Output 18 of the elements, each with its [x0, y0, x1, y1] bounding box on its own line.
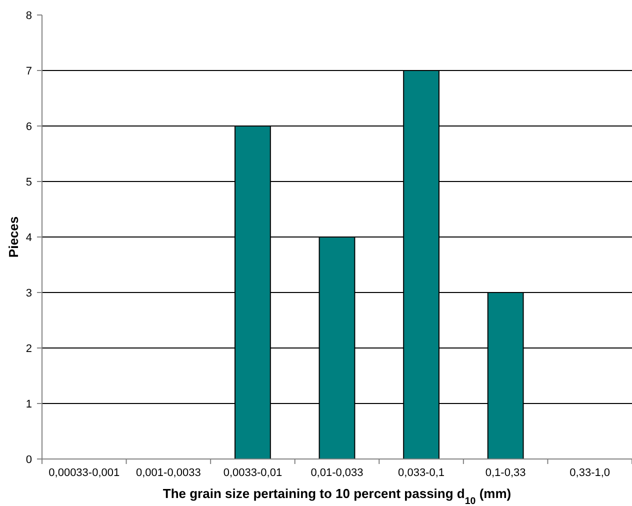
y-tick-label: 3	[26, 287, 32, 300]
x-axis-title: The grain size pertaining to 10 percent passing d$_{10}$ (mm)	[162, 486, 512, 506]
y-tick-label: 4	[26, 232, 32, 244]
y-tick-label: 8	[26, 10, 32, 22]
y-tick-label: 5	[26, 176, 32, 188]
x-tick-label: 0,1-0,33	[485, 467, 526, 479]
y-tick-label: 7	[26, 65, 32, 78]
y-axis-title: Pieces	[6, 216, 21, 258]
y-tick-label: 1	[26, 398, 32, 410]
x-tick-label: 0,001-0,0033	[136, 467, 201, 479]
x-tick-label: 0,0033-0,01	[223, 467, 282, 479]
x-tick-label: 0,33-1,0	[570, 467, 610, 479]
y-tick-label: 6	[26, 120, 32, 133]
x-tick-label: 0,033-0,1	[398, 467, 445, 479]
y-tick-label: 0	[26, 454, 32, 466]
y-tick-label: 2	[26, 342, 32, 355]
x-tick-label: 0,01-0,033	[310, 467, 364, 479]
x-tick-label: 0,00033-0,001	[48, 467, 120, 479]
